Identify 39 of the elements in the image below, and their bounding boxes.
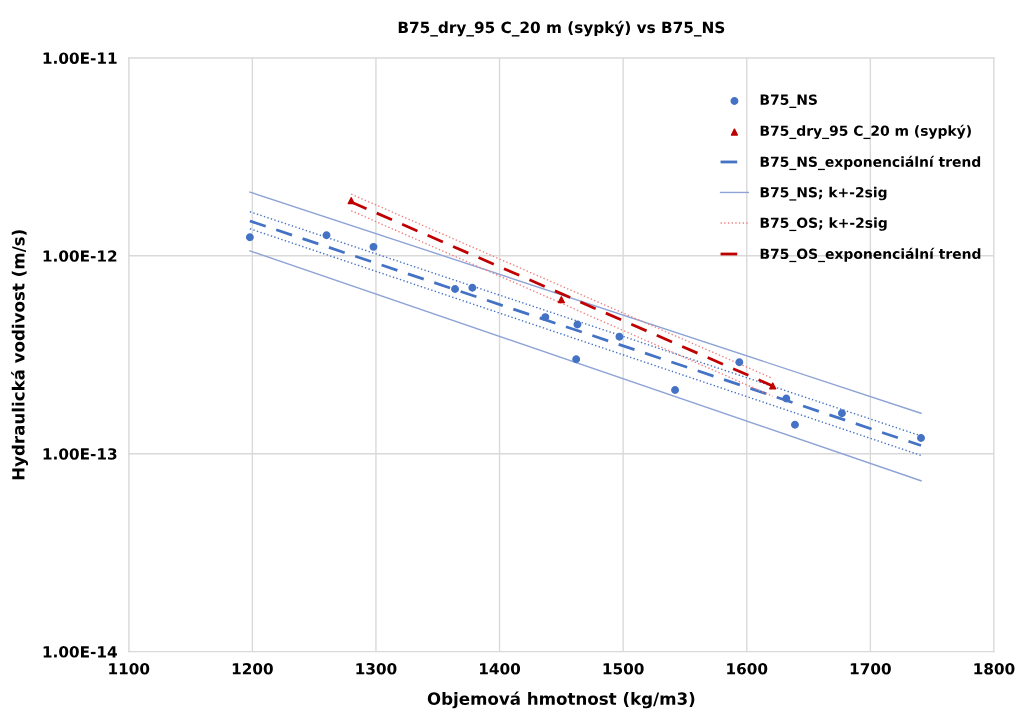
legend-label: B75_OS_exponenciální trend [760, 247, 981, 263]
x-tick-label: 1600 [727, 662, 768, 675]
x-tick-label: 1100 [109, 662, 150, 675]
y-tick-label: 1.00E-13 [43, 448, 117, 460]
point [541, 313, 550, 322]
point [369, 242, 378, 251]
y-axis-title: Hydraulická vodivost (m/s) [11, 230, 29, 480]
point [451, 285, 460, 293]
chart-title: B75_dry_95 C_20 m (sypký) vs B75_NS [398, 20, 725, 37]
point [837, 409, 846, 418]
point [671, 385, 680, 394]
point [468, 283, 477, 292]
point [347, 197, 355, 205]
point [917, 434, 925, 442]
point [322, 231, 331, 240]
x-axis-title: Objemová hmotnost (kg/m3) [427, 691, 695, 709]
y-tick-label: 1.00E-14 [43, 646, 117, 658]
x-tick-label: 1300 [356, 662, 397, 675]
point [572, 355, 581, 364]
legend-label: B75_NS; k+-2sig [760, 186, 887, 201]
legend-label: B75_NS_exponenciální trend [760, 155, 981, 171]
point [573, 320, 582, 329]
x-tick-label: 1500 [603, 662, 644, 675]
x-tick-label: 1800 [974, 662, 1015, 675]
point [735, 358, 744, 367]
y-tick-label: 1.00E-12 [43, 250, 117, 262]
point [782, 394, 791, 403]
y-tick-label: 1.00E-11 [43, 52, 117, 64]
legend-label: B75_NS [760, 94, 817, 108]
legend-label: B75_dry_95 C_20 m (sypký) [760, 124, 971, 140]
point [557, 296, 565, 304]
x-tick-label: 1200 [232, 662, 273, 675]
x-tick-label: 1400 [480, 662, 521, 675]
point [245, 233, 254, 242]
x-tick-label: 1700 [850, 662, 891, 675]
point [791, 420, 799, 429]
point [615, 332, 624, 341]
legend-label: B75_OS; k+-2sig [760, 217, 887, 232]
point [769, 382, 777, 390]
